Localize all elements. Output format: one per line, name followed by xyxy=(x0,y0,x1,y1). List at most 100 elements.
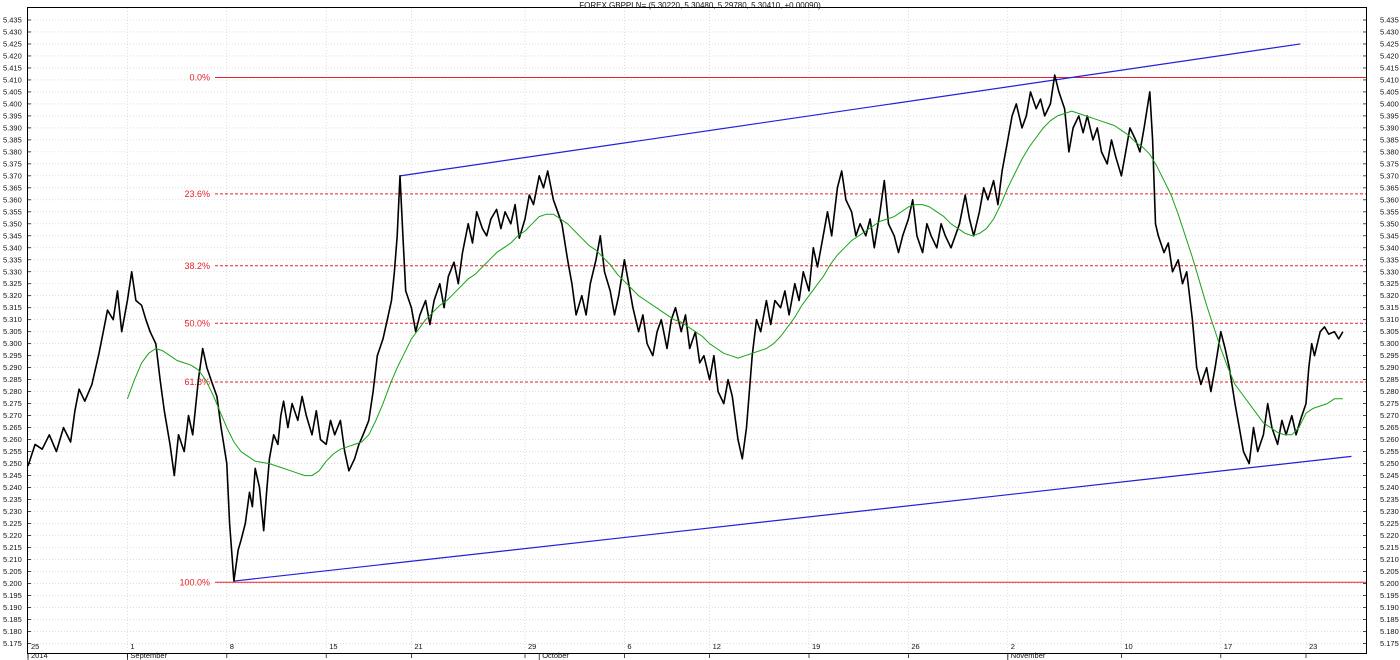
y-tick-label: 5.190 xyxy=(1380,603,1399,612)
x-tick-label: 21 xyxy=(414,642,422,651)
y-tick-label: 5.255 xyxy=(3,447,22,456)
grid xyxy=(27,8,1366,653)
y-tick-label: 5.410 xyxy=(1380,75,1399,84)
y-tick-label: 5.400 xyxy=(3,99,22,108)
y-tick-label: 5.385 xyxy=(1380,135,1399,144)
series-lines xyxy=(27,74,1344,582)
y-tick-label: 5.430 xyxy=(1380,27,1399,36)
y-tick-label: 5.175 xyxy=(3,639,22,648)
y-tick-label: 5.355 xyxy=(1380,207,1399,216)
fib-level-label: 23.6% xyxy=(184,189,210,199)
y-tick-label: 5.365 xyxy=(1380,183,1399,192)
y-tick-label: 5.415 xyxy=(3,63,22,72)
y-tick-label: 5.305 xyxy=(1380,327,1399,336)
y-tick-label: 5.235 xyxy=(3,495,22,504)
period-label: October xyxy=(542,651,569,660)
y-tick-label: 5.235 xyxy=(1380,495,1399,504)
y-tick-label: 5.185 xyxy=(1380,615,1399,624)
y-tick-label: 5.205 xyxy=(3,567,22,576)
period-label: 2014 xyxy=(31,651,48,660)
y-tick-label: 5.380 xyxy=(3,147,22,156)
y-tick-label: 5.330 xyxy=(3,267,22,276)
x-tick-label: 19 xyxy=(812,642,820,651)
y-tick-label: 5.175 xyxy=(1380,639,1399,648)
y-tick-label: 5.240 xyxy=(3,483,22,492)
y-tick-label: 5.400 xyxy=(1380,99,1399,108)
y-tick-label: 5.200 xyxy=(1380,579,1399,588)
y-tick-label: 5.335 xyxy=(3,255,22,264)
period-label: November xyxy=(1011,651,1046,660)
fib-level-label: 100.0% xyxy=(179,577,210,587)
y-tick-label: 5.245 xyxy=(3,471,22,480)
moving-average-line xyxy=(126,110,1343,477)
y-tick-label: 5.420 xyxy=(1380,51,1399,60)
y-tick-label: 5.405 xyxy=(1380,87,1399,96)
price-line xyxy=(27,74,1344,582)
y-tick-label: 5.290 xyxy=(1380,363,1399,372)
y-tick-label: 5.190 xyxy=(3,603,22,612)
y-tick-label: 5.355 xyxy=(3,207,22,216)
y-tick-label: 5.270 xyxy=(3,411,22,420)
y-tick-label: 5.330 xyxy=(1380,267,1399,276)
y-tick-label: 5.320 xyxy=(1380,291,1399,300)
period-label: September xyxy=(130,651,167,660)
y-tick-label: 5.295 xyxy=(3,351,22,360)
x-tick-label: 2 xyxy=(1011,642,1015,651)
y-tick-label: 5.210 xyxy=(1380,555,1399,564)
y-tick-label: 5.260 xyxy=(1380,435,1399,444)
y-tick-label: 5.245 xyxy=(1380,471,1399,480)
y-tick-label: 5.315 xyxy=(3,303,22,312)
y-tick-label: 5.185 xyxy=(3,615,22,624)
x-tick-label: 12 xyxy=(713,642,721,651)
y-tick-label: 5.215 xyxy=(1380,543,1399,552)
y-tick-label: 5.270 xyxy=(1380,411,1399,420)
y-tick-label: 5.200 xyxy=(3,579,22,588)
y-tick-label: 5.435 xyxy=(1380,15,1399,24)
y-tick-label: 5.385 xyxy=(3,135,22,144)
y-tick-label: 5.225 xyxy=(3,519,22,528)
y-tick-label: 5.360 xyxy=(1380,195,1399,204)
y-axis-left: 5.175 5.180 5.185 5.190 5.195 5.200 5.205 5.210… xyxy=(3,15,31,648)
y-tick-label: 5.390 xyxy=(3,123,22,132)
x-tick-label: 1 xyxy=(130,642,134,651)
x-tick-label: 26 xyxy=(911,642,919,651)
y-tick-label: 5.290 xyxy=(3,363,22,372)
y-tick-label: 5.370 xyxy=(3,171,22,180)
y-tick-label: 5.220 xyxy=(3,531,22,540)
y-tick-label: 5.180 xyxy=(3,627,22,636)
y-tick-label: 5.425 xyxy=(3,39,22,48)
y-tick-label: 5.250 xyxy=(3,459,22,468)
y-tick-label: 5.375 xyxy=(3,159,22,168)
y-tick-label: 5.250 xyxy=(1380,459,1399,468)
y-tick-label: 5.350 xyxy=(3,219,22,228)
y-tick-label: 5.310 xyxy=(3,315,22,324)
x-tick-label: 29 xyxy=(528,642,536,651)
y-axis-right: 5.175 5.180 5.185 5.190 5.195 5.200 5.205 5.210… xyxy=(1363,15,1399,648)
y-tick-label: 5.240 xyxy=(1380,483,1399,492)
y-tick-label: 5.265 xyxy=(3,423,22,432)
y-tick-label: 5.320 xyxy=(3,291,22,300)
y-tick-label: 5.275 xyxy=(3,399,22,408)
y-tick-label: 5.410 xyxy=(3,75,22,84)
y-tick-label: 5.430 xyxy=(3,27,22,36)
y-tick-label: 5.315 xyxy=(1380,303,1399,312)
y-tick-label: 5.195 xyxy=(3,591,22,600)
y-tick-label: 5.380 xyxy=(1380,147,1399,156)
y-tick-label: 5.370 xyxy=(1380,171,1399,180)
y-tick-label: 5.285 xyxy=(1380,375,1399,384)
y-tick-label: 5.195 xyxy=(1380,591,1399,600)
y-tick-label: 5.285 xyxy=(3,375,22,384)
y-tick-label: 5.325 xyxy=(1380,279,1399,288)
y-tick-label: 5.405 xyxy=(3,87,22,96)
x-tick-label: 15 xyxy=(329,642,337,651)
y-tick-label: 5.395 xyxy=(3,111,22,120)
y-tick-label: 5.395 xyxy=(1380,111,1399,120)
y-tick-label: 5.265 xyxy=(1380,423,1399,432)
y-tick-label: 5.340 xyxy=(3,243,22,252)
y-tick-label: 5.260 xyxy=(3,435,22,444)
plot-frame xyxy=(27,7,1367,654)
y-tick-label: 5.205 xyxy=(1380,567,1399,576)
y-tick-label: 5.220 xyxy=(1380,531,1399,540)
